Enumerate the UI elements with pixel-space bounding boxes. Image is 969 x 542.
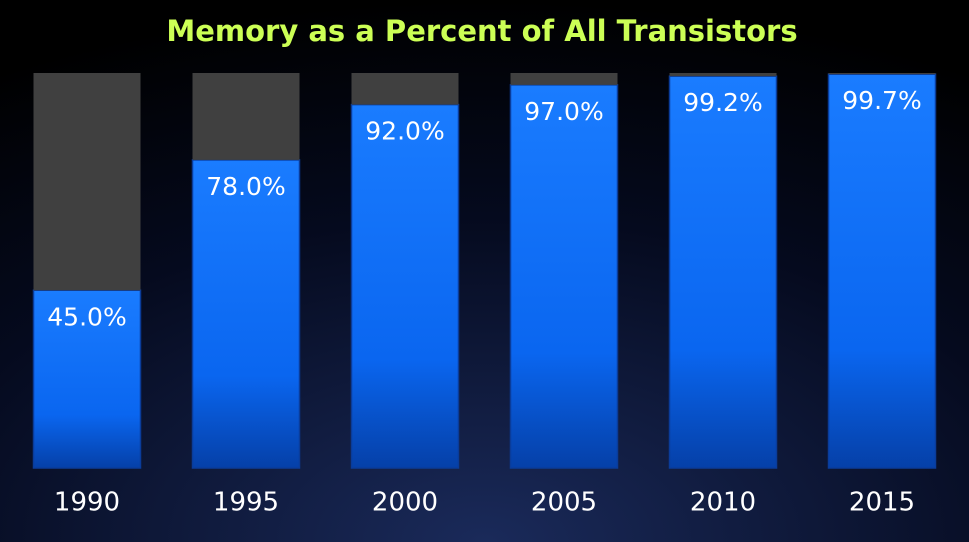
x-tick-label: 1990 <box>54 488 120 518</box>
data-label: 92.0% <box>365 117 444 146</box>
bar-segment <box>351 73 459 105</box>
bar-segment <box>510 73 618 85</box>
x-tick-label: 2005 <box>531 488 597 518</box>
bar-segment <box>191 159 301 469</box>
x-tick-label: 2015 <box>849 488 915 518</box>
bar-segment <box>32 289 142 469</box>
x-tick-label: 2010 <box>690 488 756 518</box>
bar-segment <box>668 75 778 469</box>
data-label: 99.2% <box>683 88 762 117</box>
data-label: 99.7% <box>842 86 921 115</box>
data-label: 78.0% <box>206 172 285 201</box>
x-tick-label: 1995 <box>213 488 279 518</box>
data-label: 97.0% <box>524 97 603 126</box>
data-label: 45.0% <box>47 302 126 331</box>
bar-segment <box>509 84 619 469</box>
bar-segment <box>827 73 937 469</box>
bar-segment <box>350 103 460 469</box>
bar-segment <box>33 73 141 291</box>
bar-segment <box>192 73 300 160</box>
chart-title: Memory as a Percent of All Transistors <box>166 14 797 48</box>
x-tick-label: 2000 <box>372 488 438 518</box>
bar-segment <box>828 73 936 75</box>
bar-segment <box>669 73 777 77</box>
